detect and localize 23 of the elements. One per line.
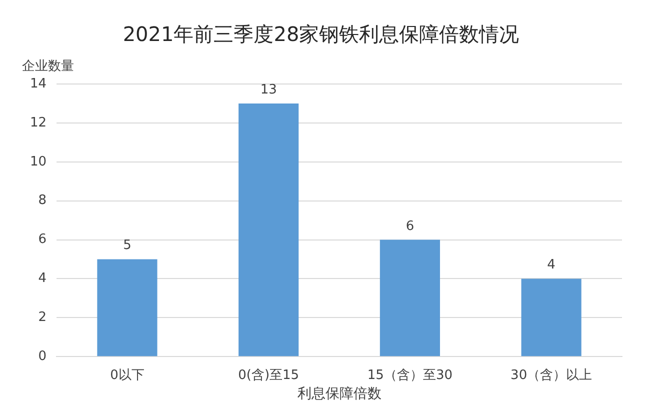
bar bbox=[380, 240, 440, 356]
x-axis-title: 利息保障倍数 bbox=[297, 386, 382, 402]
y-tick-label: 6 bbox=[38, 232, 47, 248]
x-tick-label: 0以下 bbox=[110, 368, 144, 383]
bar bbox=[97, 259, 158, 356]
y-tick-label: 4 bbox=[38, 271, 47, 286]
y-tick-label: 12 bbox=[30, 115, 47, 130]
data-label: 13 bbox=[260, 82, 277, 98]
bar bbox=[521, 278, 582, 356]
y-tick-label: 14 bbox=[30, 76, 47, 92]
bar bbox=[238, 103, 299, 356]
data-label: 6 bbox=[406, 218, 414, 234]
data-label: 5 bbox=[123, 238, 132, 254]
y-tick-label: 8 bbox=[38, 193, 47, 208]
x-tick-label: 0(含)至15 bbox=[238, 368, 300, 383]
x-tick-label: 15（含）至30 bbox=[367, 368, 452, 383]
y-axis-title: 企业数量 bbox=[22, 59, 74, 74]
y-tick-label: 10 bbox=[30, 154, 47, 170]
chart-title: 2021年前三季度28家钢铁利息保障倍数情况 bbox=[122, 22, 520, 46]
data-label: 4 bbox=[547, 258, 556, 273]
x-tick-label: 30（含）以上 bbox=[510, 368, 592, 383]
y-tick-label: 0 bbox=[38, 348, 47, 364]
y-tick-label: 2 bbox=[38, 310, 47, 326]
